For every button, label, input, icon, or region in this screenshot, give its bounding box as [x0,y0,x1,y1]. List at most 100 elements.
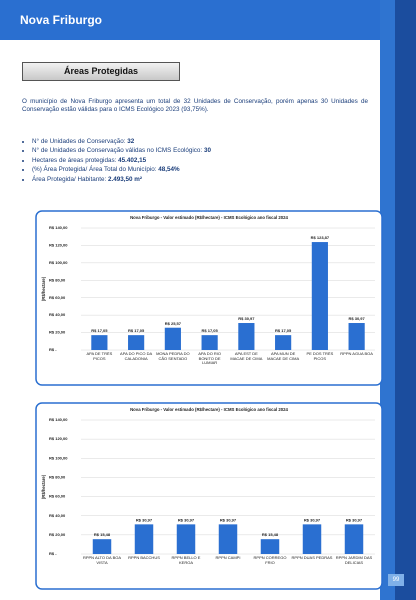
bar [201,335,218,350]
chart-frame [35,210,383,386]
x-tick-label: RPPN DUAS PEDRAS [291,556,333,560]
y-tick-label: R$ 40,00 [49,513,66,518]
data-label: R$ 30,97 [178,517,195,522]
y-axis-label: (R$/hectare) [41,474,46,499]
bar [92,539,112,554]
chart-frame [35,402,383,590]
y-tick-label: R$ 100,00 [49,455,68,460]
page-title: Nova Friburgo [20,13,103,27]
bullet-label: Hectares de áreas protegidas: [32,156,119,164]
data-label: R$ 30,97 [304,517,321,522]
bullet-value: 30 [203,147,211,155]
x-tick-label-box: RPPN JARDIM DAS DELICIAS [335,556,373,565]
bar [311,242,328,350]
y-tick-label: R$ 20,00 [49,532,66,537]
bar [302,524,322,554]
x-tick-label-box: APA MUN DE MACAE DE CIMA [267,352,300,361]
x-tick-label-box: RPPN AGUA BOA [340,352,373,356]
bar [91,335,108,350]
bullet-label: N° de Unidades de Conservação válidas no… [32,147,204,155]
data-label: R$ 17,05 [202,328,219,333]
bar [176,524,196,554]
x-tick-label-box: RPPN CAMPI [215,556,241,560]
x-tick-label: APA EST DE MACAE DE CIMA [230,352,263,361]
bar [238,323,255,350]
x-tick-label-box: RPPN CORREGO FRIO [253,556,287,565]
chart-title: Nova Friburgo - Valor estimado (R$/hecta… [130,215,288,220]
x-tick-label-box: PE DOS TRÊS PICOS [306,352,334,361]
bullet-value: 32 [127,138,135,145]
section-title: Áreas Protegidas [22,62,180,81]
bullet-value: 45.402,15 [118,156,147,164]
bullet: N° de Unidades de Conservação válidas no… [32,146,372,155]
y-tick-label: R$ 60,00 [49,494,66,499]
x-tick-label-box: RPPN BACCHUS [128,556,160,560]
bar [348,323,365,350]
data-label: R$ 15,48 [94,532,111,537]
side-strip [380,0,395,600]
bullet: Área Protegida/ Habitante: 2.493,50 m² [32,175,372,184]
bar [344,524,364,554]
data-label: R$ 30,97 [238,316,255,321]
y-tick-label: R$ 20,00 [49,330,66,335]
paragraph: O município de Nova Friburgo apresenta u… [22,98,368,114]
page-number: 99 [388,574,404,586]
x-tick-label: RPPN BELLO E KEROA [171,556,201,565]
bar [164,327,181,350]
x-tick-label-box: APA DO PICO DA CALADONIA [120,352,152,360]
bullet-label: (%) Área Protegida/ Área Total do Municí… [32,166,159,174]
bullet-label: Área Protegida/ Habitante: [32,175,108,183]
data-label: R$ 25,57 [165,321,182,326]
side-strip [395,0,416,600]
bar [275,335,292,350]
bullet-list: N° de Unidades de Conservação: 32 N° de … [22,137,372,184]
bullet-label: N° de Unidades de Conservação: [32,138,128,145]
y-tick-label: R$ 80,00 [49,474,66,479]
y-tick-label: R$ 60,00 [49,295,66,300]
x-tick-label: APA DE TRÊS PICOS [86,352,113,361]
x-tick-label: PE DOS TRÊS PICOS [306,352,334,361]
y-tick-label: R$ 140,00 [49,225,68,230]
header-band: Nova Friburgo [0,0,380,40]
y-tick-label: R$ 120,00 [49,242,68,247]
bullet: (%) Área Protegida/ Área Total do Municí… [32,165,372,174]
x-tick-label: RPPN BACCHUS [128,556,160,560]
x-tick-label: RPPN AGUA BOA [340,352,373,356]
data-label: R$ 17,05 [275,328,292,333]
bar [260,539,280,554]
data-label: R$ 17,05 [91,328,108,333]
y-tick-label: R$ 140,00 [49,417,68,422]
x-tick-label-box: APA DE TRÊS PICOS [86,352,113,361]
y-tick-label: R$ - [49,551,57,556]
x-tick-label-box: APA EST DE MACAE DE CIMA [230,352,263,361]
bullet: Hectares de áreas protegidas: 45.402,15 [32,156,372,165]
bullet: N° de Unidades de Conservação: 32 [32,137,372,146]
bullet-value: 48,54% [158,166,180,174]
data-label: R$ 30,97 [349,316,366,321]
y-tick-label: R$ 80,00 [49,277,66,282]
y-axis-label: (R$/hectare) [41,276,46,301]
data-label: R$ 30,97 [346,517,363,522]
x-tick-label: RPPN ALTO DA BOA VISTA [82,556,122,565]
data-label: R$ 123,87 [311,235,330,240]
x-tick-label: RPPN JARDIM DAS DELICIAS [335,556,373,565]
x-tick-label: APA DO RIO BONITO DE LUMIAR [198,352,222,366]
y-tick-label: R$ 100,00 [49,260,68,265]
data-label: R$ 30,97 [136,517,153,522]
chart: Nova Friburgo - Valor estimado (R$/hecta… [35,402,383,590]
bullet-value: 2.493,50 m² [107,175,142,183]
x-tick-label-box: RPPN DUAS PEDRAS [291,556,333,560]
x-tick-label-box: MONA PEDRA DO CÃO SENTADO [156,352,190,360]
data-label: R$ 30,97 [220,517,237,522]
x-tick-label-box: APA DO RIO BONITO DE LUMIAR [198,352,222,366]
x-tick-label: APA MUN DE MACAE DE CIMA [267,352,300,361]
x-tick-label-box: RPPN BELLO E KEROA [171,556,201,565]
x-tick-label: RPPN CORREGO FRIO [253,556,287,565]
data-label: R$ 15,48 [262,532,279,537]
bar [218,524,238,554]
bar [128,335,145,350]
y-tick-label: R$ - [49,347,57,352]
bar [134,524,154,554]
data-label: R$ 17,05 [128,328,145,333]
x-tick-label: RPPN CAMPI [215,556,241,560]
